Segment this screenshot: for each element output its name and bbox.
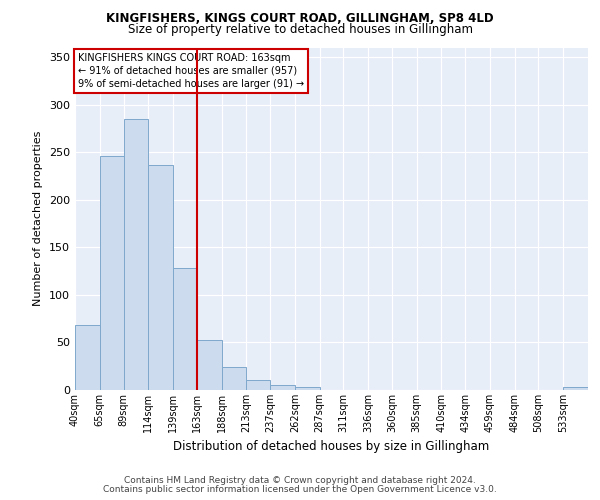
X-axis label: Distribution of detached houses by size in Gillingham: Distribution of detached houses by size … <box>173 440 490 454</box>
Bar <box>247 380 270 390</box>
Bar <box>75 326 100 390</box>
Bar <box>173 268 197 390</box>
Bar <box>563 387 588 390</box>
Bar <box>124 119 148 390</box>
Text: Size of property relative to detached houses in Gillingham: Size of property relative to detached ho… <box>128 22 473 36</box>
Bar <box>197 340 221 390</box>
Bar <box>148 166 173 390</box>
Text: KINGFISHERS, KINGS COURT ROAD, GILLINGHAM, SP8 4LD: KINGFISHERS, KINGS COURT ROAD, GILLINGHA… <box>106 12 494 26</box>
Text: Contains HM Land Registry data © Crown copyright and database right 2024.: Contains HM Land Registry data © Crown c… <box>124 476 476 485</box>
Y-axis label: Number of detached properties: Number of detached properties <box>34 131 43 306</box>
Text: Contains public sector information licensed under the Open Government Licence v3: Contains public sector information licen… <box>103 485 497 494</box>
Bar <box>270 385 295 390</box>
Bar <box>100 156 124 390</box>
Text: KINGFISHERS KINGS COURT ROAD: 163sqm
← 91% of detached houses are smaller (957)
: KINGFISHERS KINGS COURT ROAD: 163sqm ← 9… <box>77 52 304 89</box>
Bar <box>295 387 320 390</box>
Bar <box>221 367 247 390</box>
